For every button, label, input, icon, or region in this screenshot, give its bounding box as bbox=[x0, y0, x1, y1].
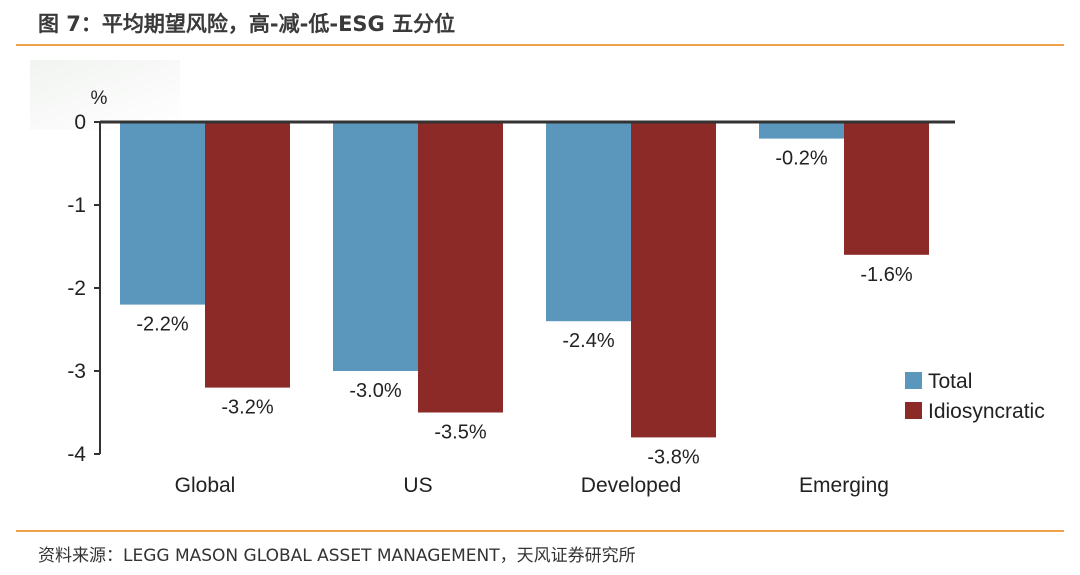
bar bbox=[631, 122, 716, 438]
footer-divider bbox=[16, 530, 1064, 532]
data-label: -2.4% bbox=[562, 330, 614, 352]
legend-swatch bbox=[905, 402, 922, 419]
x-tick-label: Emerging bbox=[799, 474, 889, 497]
y-tick-label: -3 bbox=[67, 360, 86, 383]
y-tick-label: 0 bbox=[74, 111, 86, 134]
data-label: -1.6% bbox=[860, 264, 912, 286]
data-label: -3.8% bbox=[647, 446, 699, 468]
data-label: -3.2% bbox=[221, 397, 273, 419]
legend-swatch bbox=[905, 372, 922, 389]
data-label: -2.2% bbox=[136, 314, 188, 336]
bar bbox=[546, 122, 631, 322]
bar bbox=[844, 122, 929, 255]
source-note: 资料来源：LEGG MASON GLOBAL ASSET MANAGEMENT，… bbox=[38, 546, 636, 566]
header-divider bbox=[16, 44, 1064, 46]
bar bbox=[333, 122, 418, 371]
x-tick-label: Developed bbox=[581, 474, 681, 497]
y-tick-label: -2 bbox=[67, 277, 86, 300]
data-label: -3.5% bbox=[434, 422, 486, 444]
x-tick-label: Global bbox=[175, 474, 236, 497]
y-tick-label: -4 bbox=[67, 443, 86, 466]
watermark bbox=[30, 60, 180, 130]
bar bbox=[759, 122, 844, 139]
bar bbox=[418, 122, 503, 413]
legend-label: Idiosyncratic bbox=[928, 400, 1045, 423]
bar-chart: 0 -1 -2 -3 -4% -2.2% -3.2% Global -3.0% -3.5% US -2… bbox=[67, 88, 1045, 497]
bar bbox=[120, 122, 205, 305]
y-axis-unit: % bbox=[91, 88, 108, 109]
data-label: -0.2% bbox=[775, 148, 827, 170]
y-tick-label: -1 bbox=[67, 194, 86, 217]
x-tick-label: US bbox=[403, 474, 432, 497]
figure-title: 图 7：平均期望风险，高-减-低-ESG 五分位 bbox=[38, 12, 456, 36]
data-label: -3.0% bbox=[349, 380, 401, 402]
bar bbox=[205, 122, 290, 388]
legend-label: Total bbox=[928, 370, 972, 393]
